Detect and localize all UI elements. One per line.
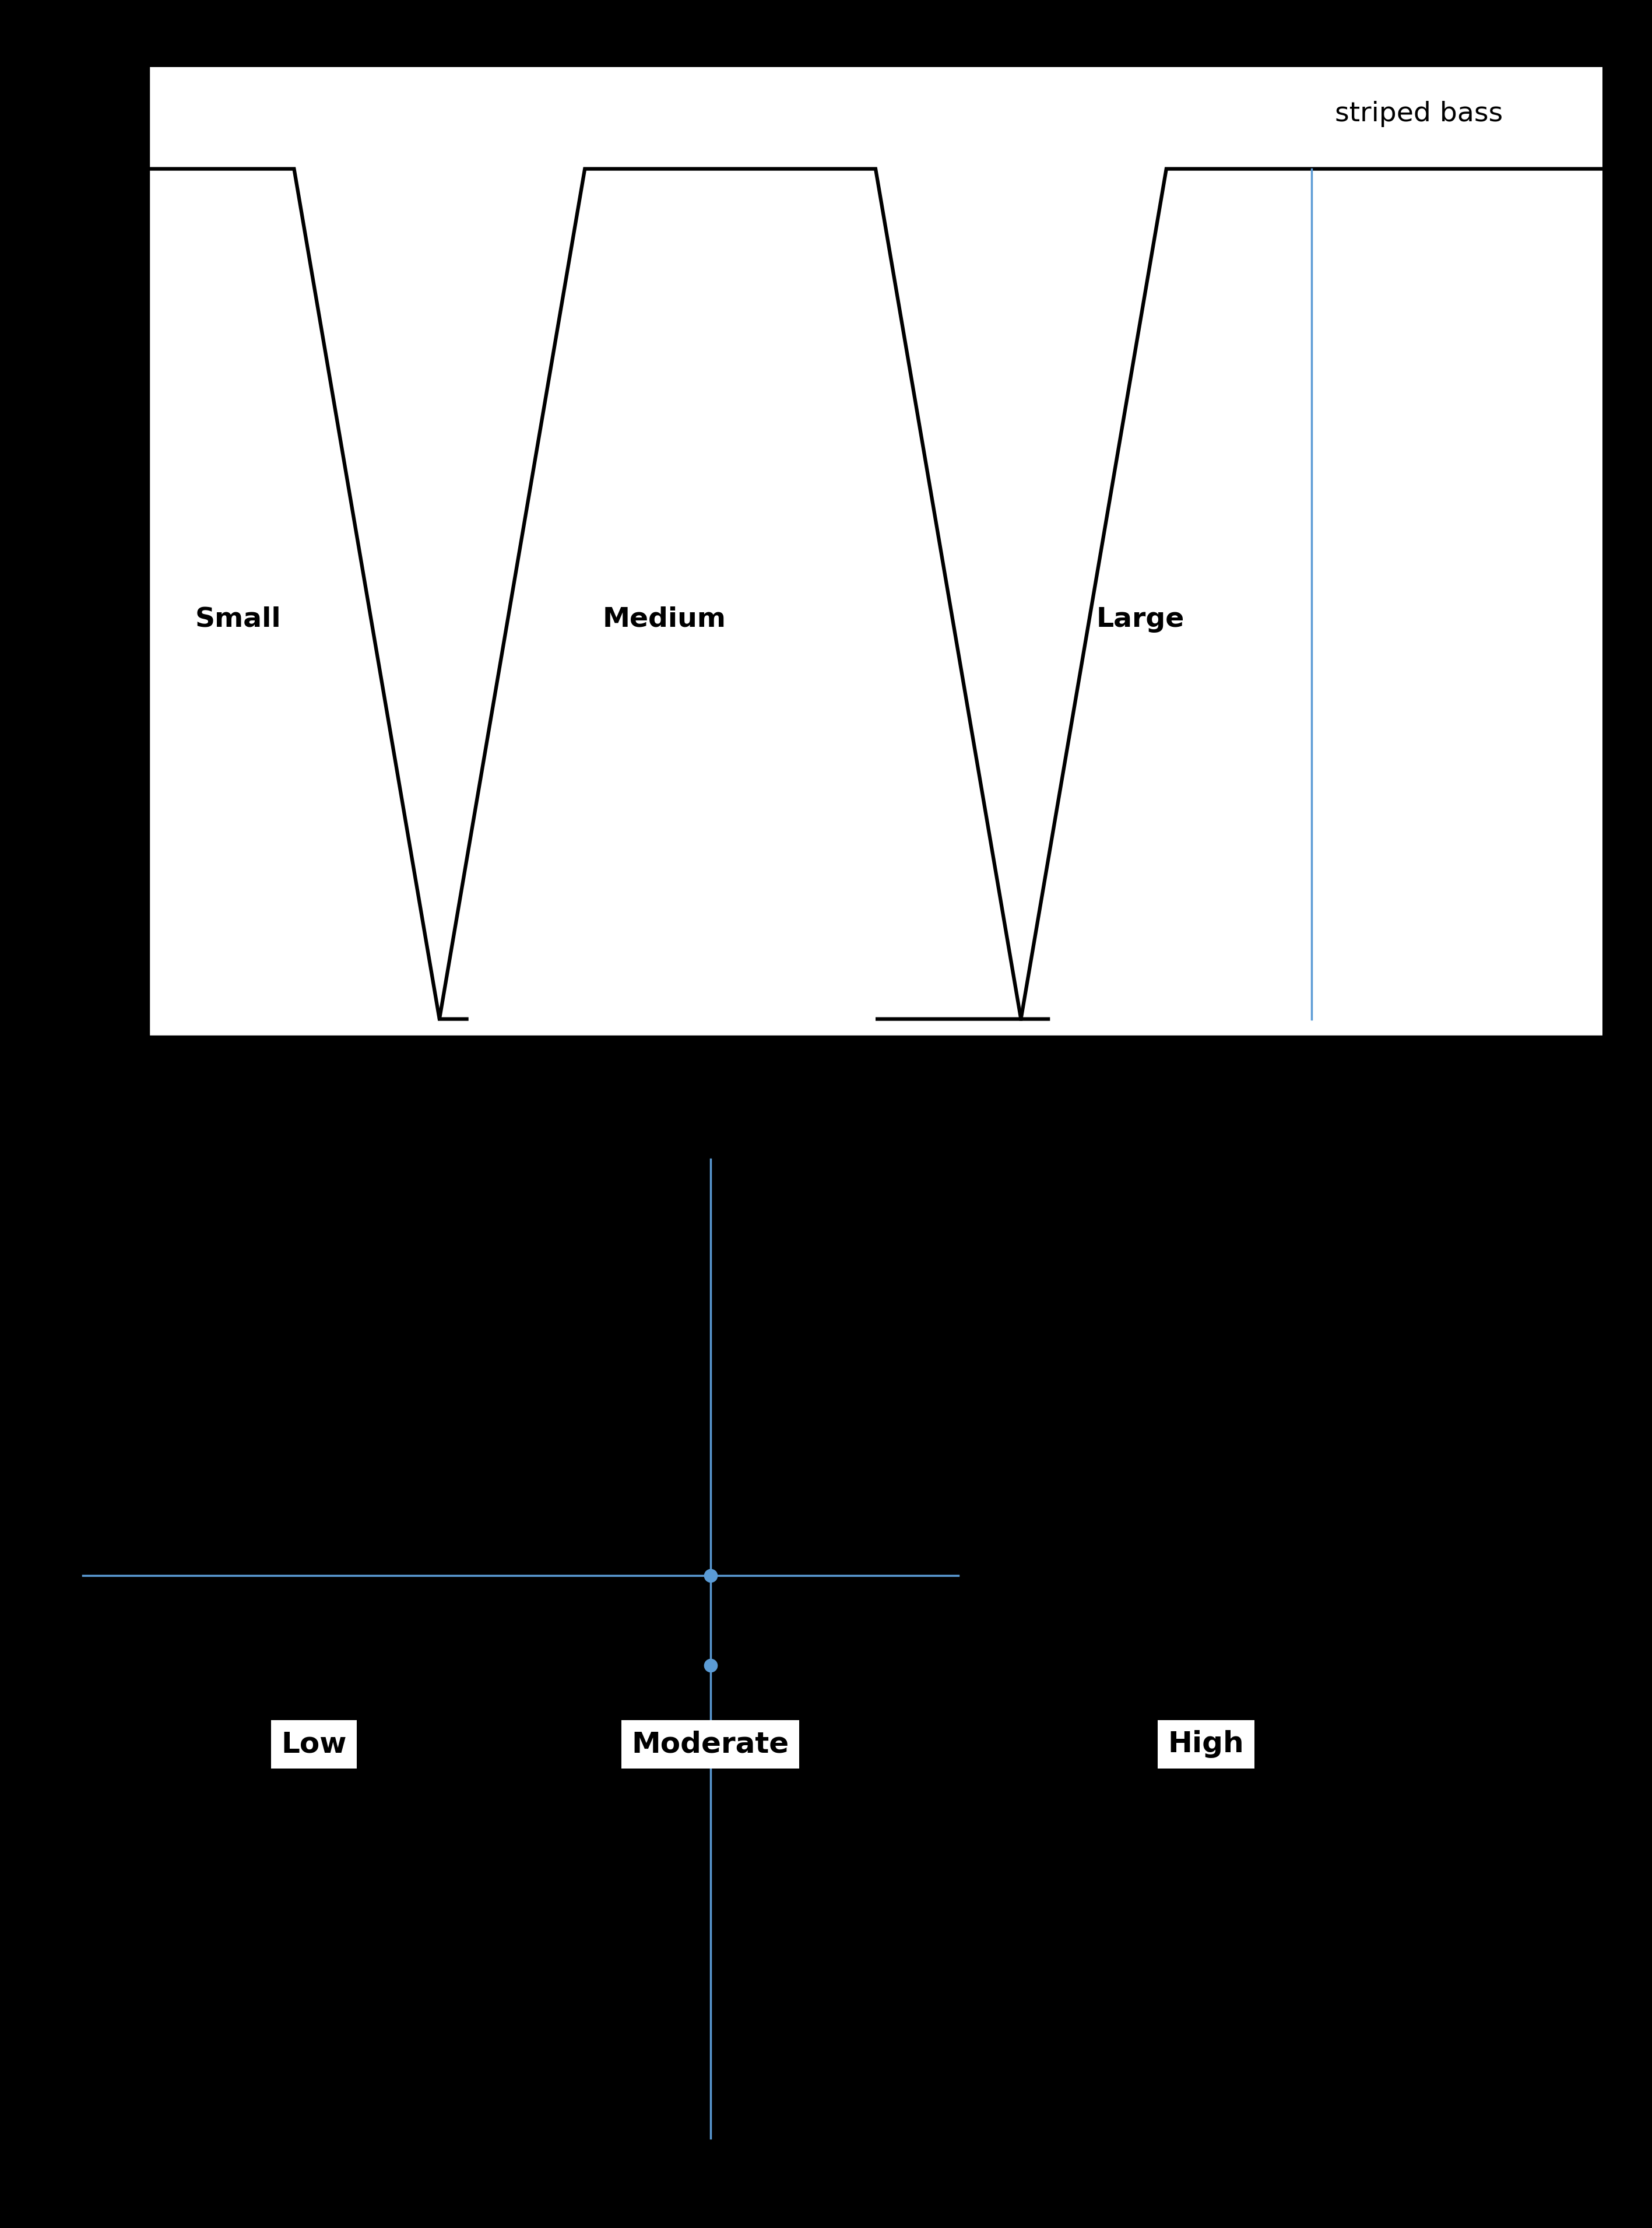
Text: Low: Low — [281, 1731, 347, 1758]
Text: Large: Large — [1097, 606, 1184, 633]
X-axis label: Maximum length (cm): Maximum length (cm) — [686, 1087, 1066, 1116]
Text: Medium: Medium — [603, 606, 725, 633]
Text: A: A — [40, 0, 69, 9]
Text: Small: Small — [195, 606, 281, 633]
Y-axis label: Degree of membership: Degree of membership — [55, 352, 84, 751]
Text: striped bass: striped bass — [1335, 100, 1503, 127]
Text: High: High — [1168, 1731, 1244, 1758]
Text: Moderate: Moderate — [631, 1731, 790, 1758]
